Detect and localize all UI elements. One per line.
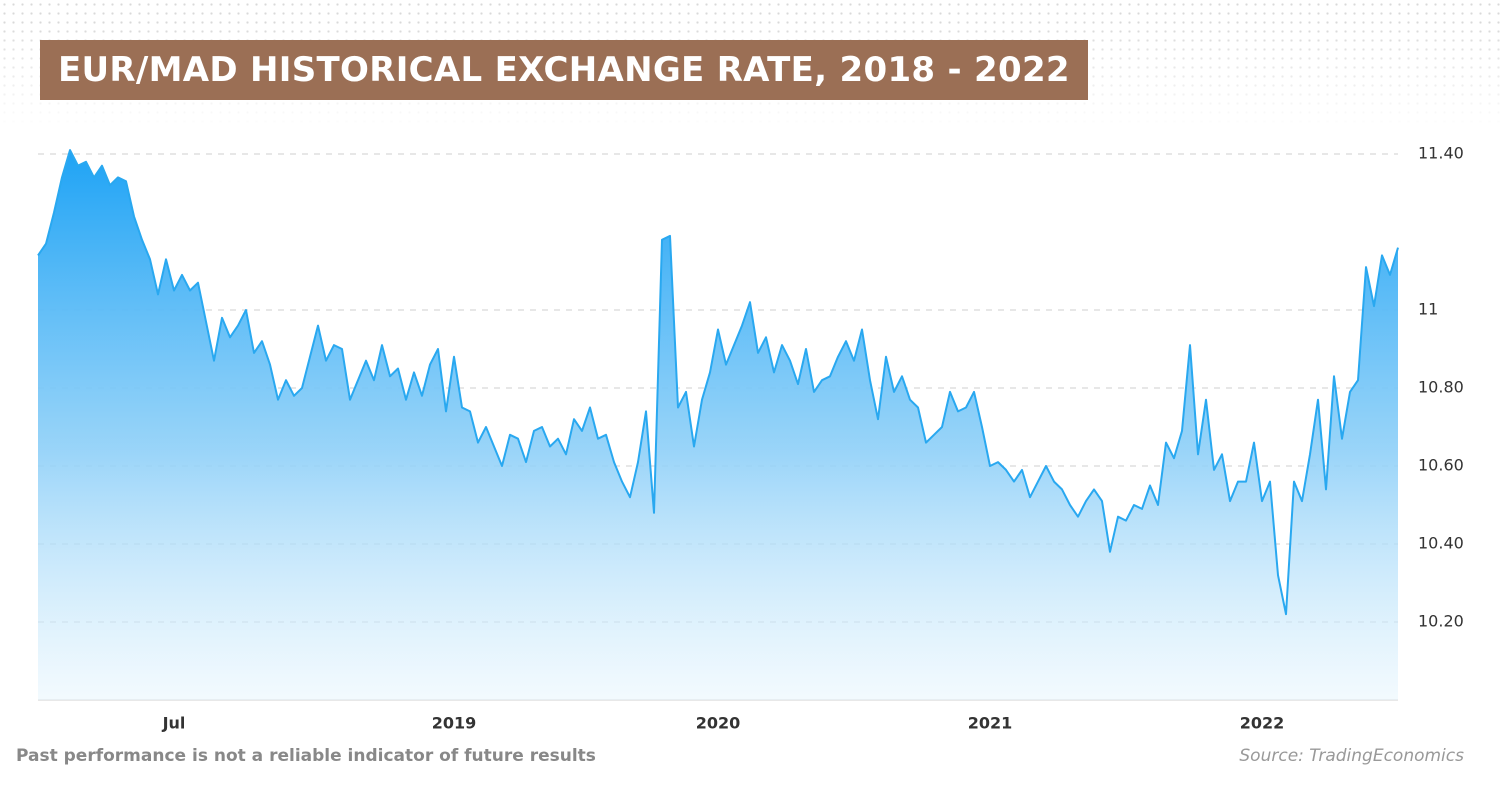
x-tick-label: 2019 <box>432 714 477 733</box>
x-tick-label: 2021 <box>968 714 1013 733</box>
x-tick-label: 2020 <box>696 714 741 733</box>
x-tick-label: 2022 <box>1240 714 1285 733</box>
y-tick-label: 11.40 <box>1418 144 1464 163</box>
y-tick-label: 11 <box>1418 300 1438 319</box>
source: Source: TradingEconomics <box>1239 746 1464 766</box>
area <box>38 150 1398 701</box>
y-tick-label: 10.80 <box>1418 378 1464 397</box>
disclaimer: Past performance is not a reliable indic… <box>16 746 596 766</box>
x-tick-label: Jul <box>162 714 186 733</box>
chart-title: EUR/MAD HISTORICAL EXCHANGE RATE, 2018 -… <box>40 40 1088 100</box>
line <box>37 149 1399 616</box>
y-tick-label: 10.40 <box>1418 534 1464 553</box>
y-tick-label: 10.60 <box>1418 456 1464 475</box>
y-tick-label: 10.20 <box>1418 612 1464 631</box>
